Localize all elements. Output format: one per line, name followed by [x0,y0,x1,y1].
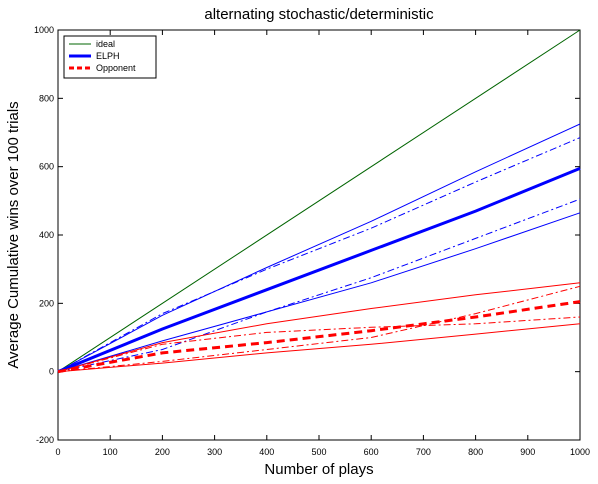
legend-label-elph: ELPH [96,51,120,61]
x-tick-label: 900 [520,447,535,457]
legend-label-ideal: ideal [96,39,115,49]
x-tick-label: 0 [55,447,60,457]
series-line-opponent-8 [57,323,581,373]
chart-title: alternating stochastic/deterministic [204,6,434,23]
x-tick-label: 300 [207,447,222,457]
x-tick-label: 800 [468,447,483,457]
series-line-opponent [57,300,581,374]
x-tick-label: 100 [103,447,118,457]
series-line-elph-3 [57,212,581,373]
legend: ideal ELPH Opponent [63,35,157,79]
x-axis-label: Number of plays [264,461,373,478]
plot-area [57,29,581,441]
x-tick-label: 600 [364,447,379,457]
x-tick-label: 700 [416,447,431,457]
series-line-elph-4 [57,137,581,373]
y-tick-label: 1000 [34,25,54,35]
y-axis: -200 0 200 400 600 800 1000 [34,25,580,445]
x-tick-label: 1000 [570,447,590,457]
y-tick-label: 600 [39,162,54,172]
series-line-ideal [57,29,581,373]
y-tick-label: -200 [36,435,54,445]
x-tick-label: 400 [259,447,274,457]
series-line-opponent-9 [57,316,581,373]
x-tick-label: 500 [311,447,326,457]
y-tick-label: 800 [39,93,54,103]
y-tick-label: 0 [49,367,54,377]
series-line-elph [57,167,581,374]
y-tick-label: 200 [39,298,54,308]
legend-label-opponent: Opponent [96,63,136,73]
x-tick-label: 200 [155,447,170,457]
y-axis-label: Average Cumulative wins over 100 trials [5,101,22,368]
series-line-opponent-10 [57,285,581,373]
series-layer [57,29,581,374]
series-line-opponent-7 [57,282,581,373]
x-axis: 0 100 200 300 400 500 600 700 800 900 1000 [55,30,590,457]
series-line-elph-5 [57,198,581,373]
y-tick-label: 400 [39,230,54,240]
series-line-elph-2 [57,123,581,373]
